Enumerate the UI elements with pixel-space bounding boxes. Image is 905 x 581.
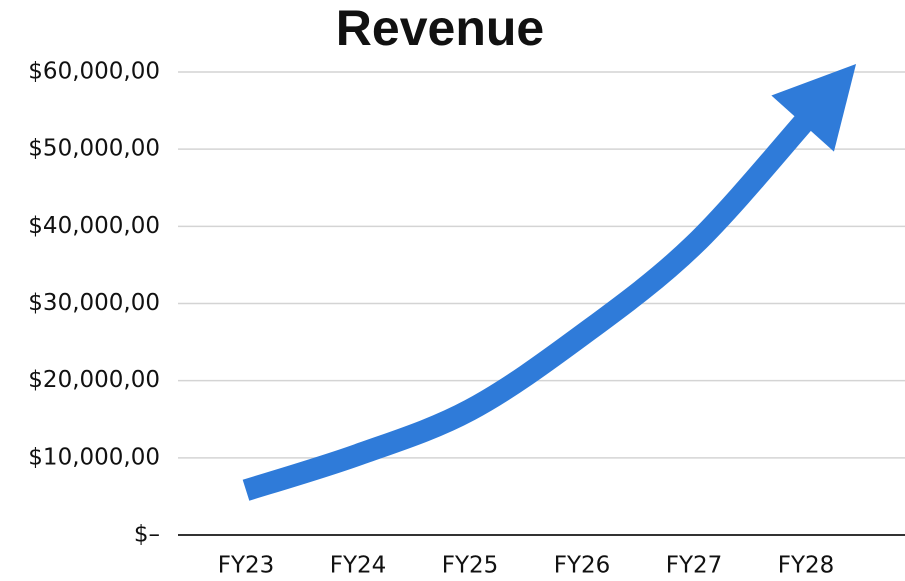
x-tick-label: FY27 (666, 553, 723, 579)
y-tick-label: $10,000,00 (28, 444, 160, 470)
x-tick-label: FY23 (218, 553, 275, 579)
chart-title: Revenue (336, 0, 544, 56)
y-tick-label: $30,000,00 (28, 290, 160, 316)
x-tick-label: FY24 (330, 553, 387, 579)
y-tick-label: $20,000,00 (28, 367, 160, 393)
y-tick-label: $40,000,00 (28, 213, 160, 239)
x-tick-label: FY26 (554, 553, 611, 579)
y-tick-label: $60,000,00 (28, 59, 160, 85)
revenue-line (242, 112, 815, 501)
y-tick-label: $– (134, 522, 160, 548)
arrow-head (771, 63, 857, 152)
y-tick-label: $50,000,00 (28, 136, 160, 162)
x-tick-label: FY28 (778, 553, 835, 579)
x-tick-label: FY25 (442, 553, 499, 579)
